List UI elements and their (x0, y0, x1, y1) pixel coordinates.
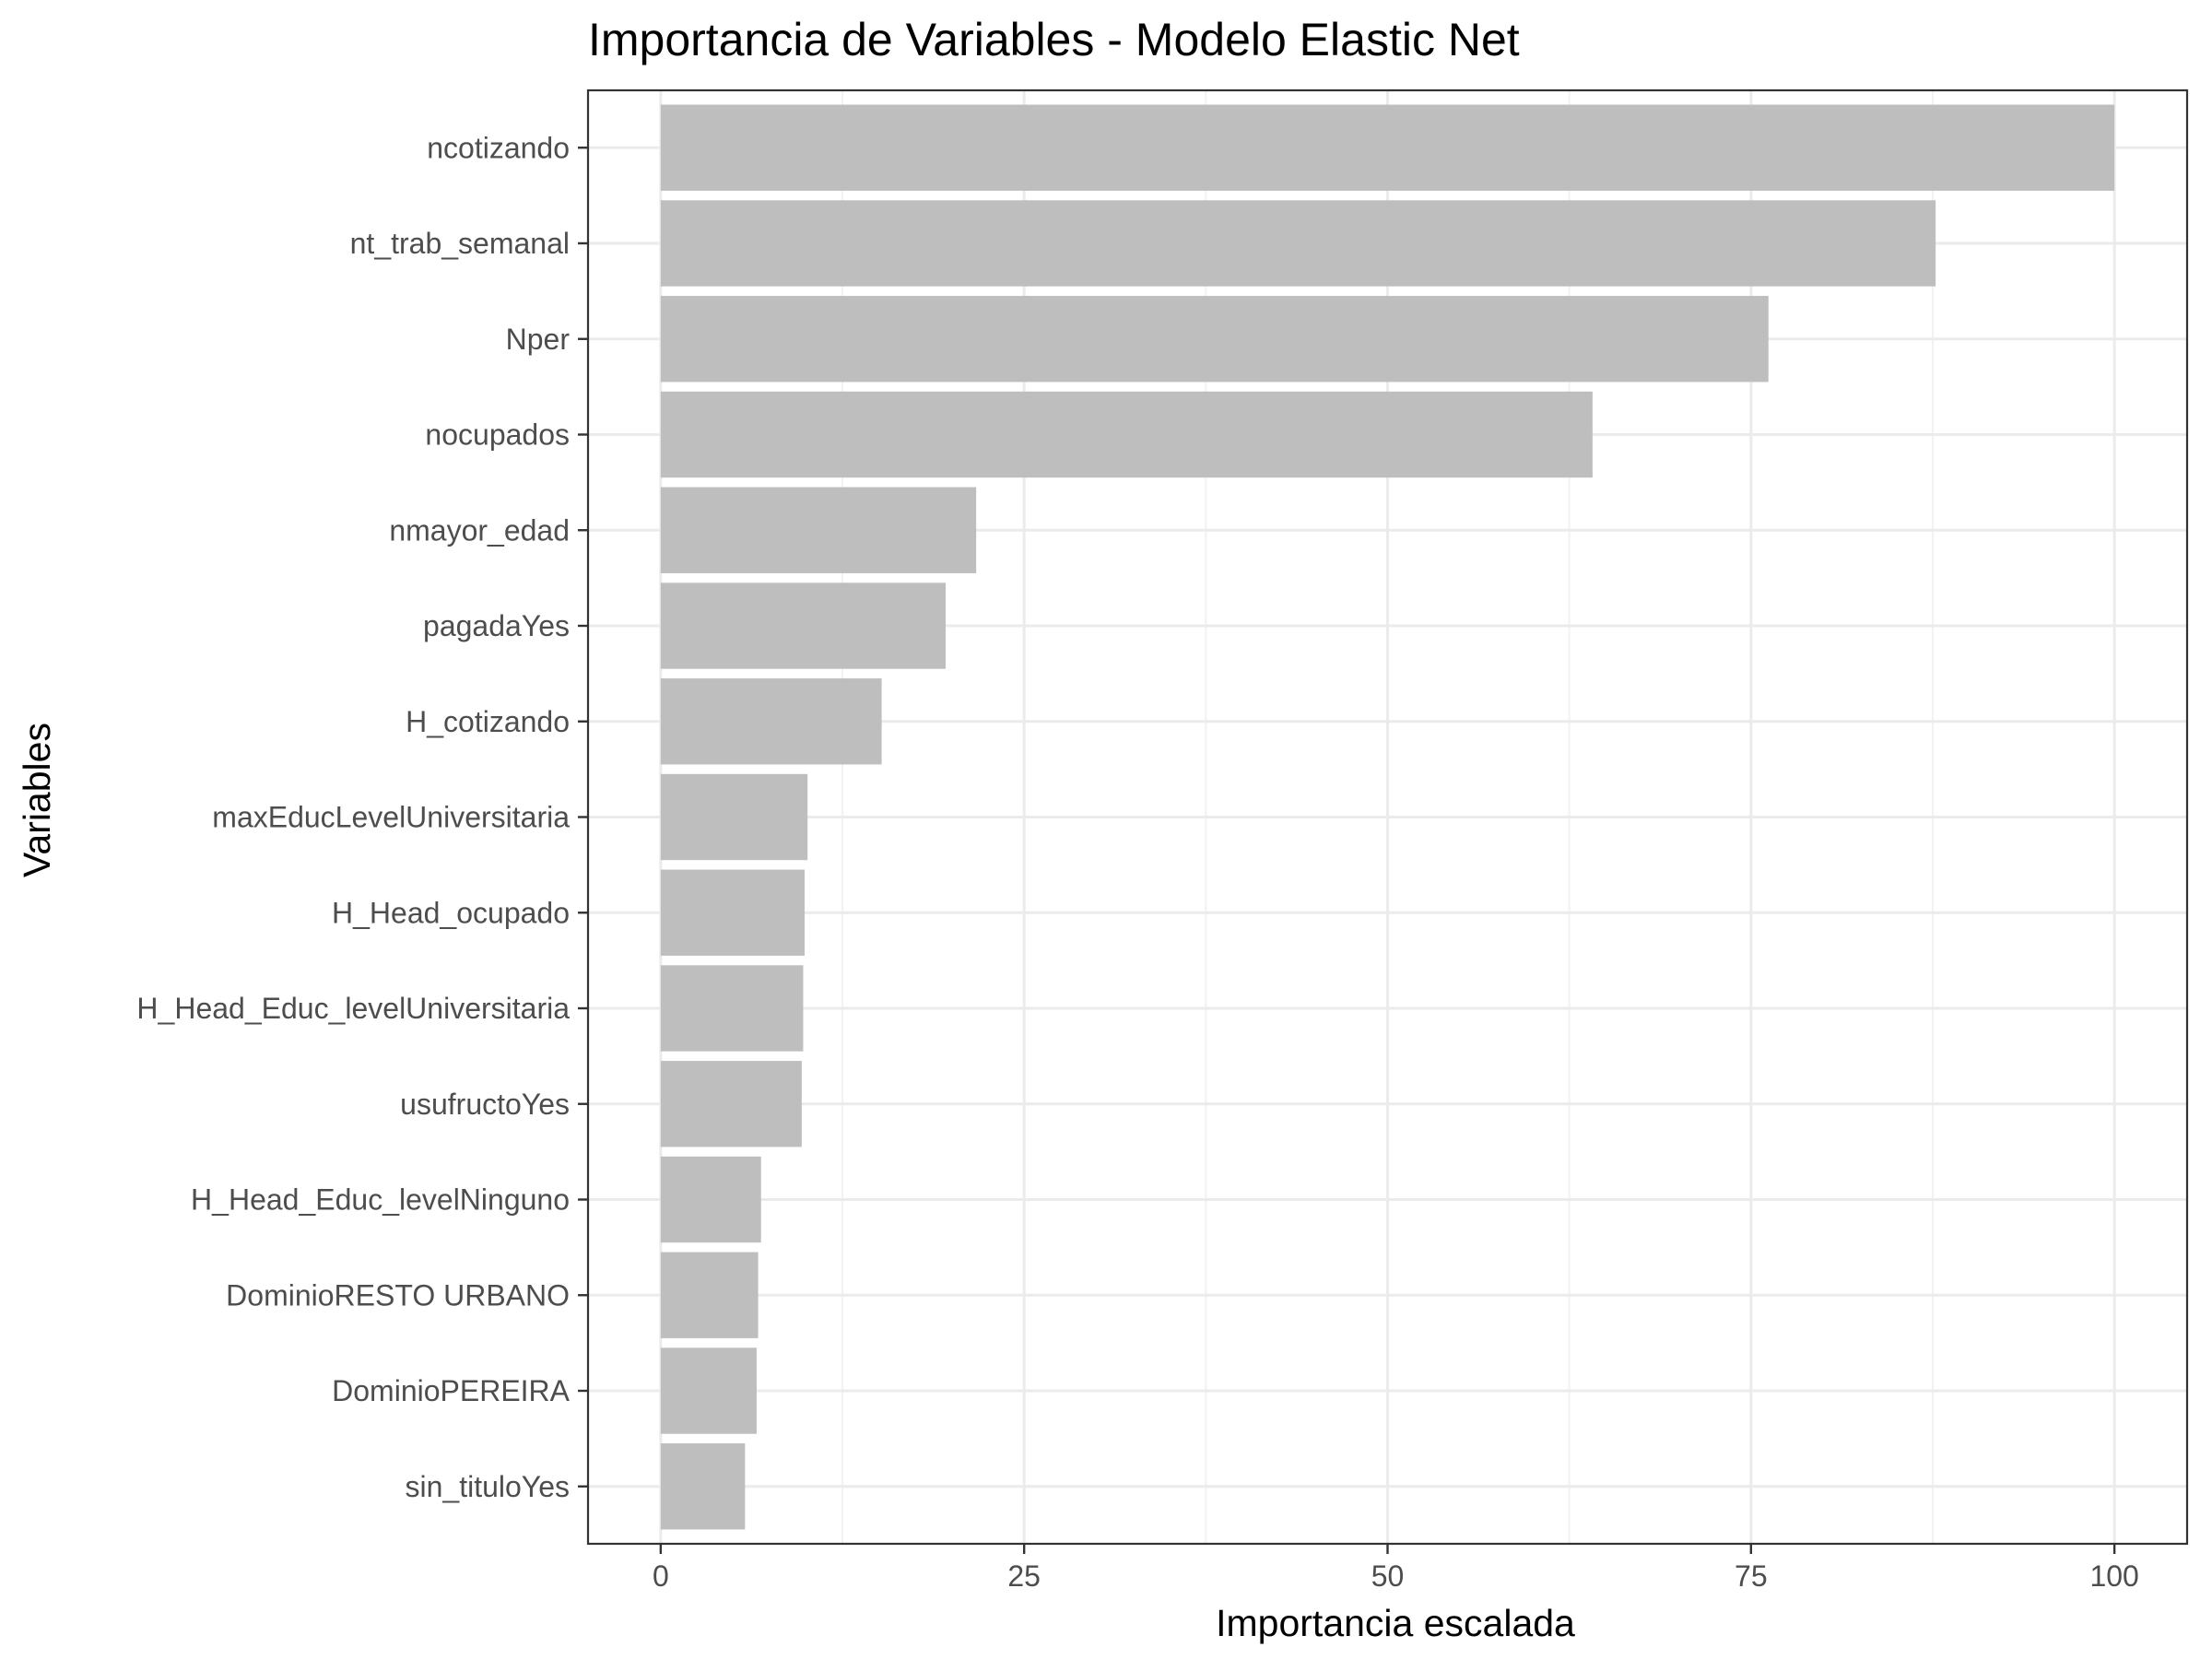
y-tick-label: ncotizando (427, 131, 570, 164)
y-tick-label: H_Head_Educ_levelUniversitaria (136, 992, 570, 1025)
y-axis: ncotizando nt_trab_semanal Nper nocupados nm… (136, 131, 588, 1503)
y-axis-title: Variables (16, 723, 58, 877)
bar (660, 200, 1936, 287)
x-tick-label: 75 (1735, 1559, 1768, 1593)
bars (660, 104, 2115, 1530)
y-tick-label: pagadaYes (423, 609, 570, 642)
y-tick-label: nmayor_edad (389, 513, 570, 547)
bar (660, 1061, 802, 1147)
bar (660, 869, 806, 956)
y-tick-label: DominioRESTO URBANO (226, 1278, 570, 1312)
bar (660, 1347, 757, 1434)
bar (660, 487, 977, 573)
y-tick-label: H_Head_Educ_levelNinguno (191, 1183, 570, 1217)
y-tick-label: nt_trab_semanal (350, 227, 570, 260)
y-tick-label: H_cotizando (406, 705, 570, 738)
x-tick-label: 25 (1007, 1559, 1041, 1593)
y-tick-label: nocupados (425, 418, 570, 452)
x-tick-label: 50 (1371, 1559, 1405, 1593)
x-tick-label: 0 (653, 1559, 669, 1593)
y-tick-label: usufructoYes (400, 1088, 570, 1121)
x-axis: 0 25 50 75 100 (653, 1544, 2139, 1593)
bar (660, 296, 1769, 382)
x-axis-title: Importancia escalada (1216, 1602, 1575, 1644)
bar (660, 678, 882, 765)
bar (660, 104, 2115, 191)
bar (660, 1443, 746, 1530)
y-tick-label: H_Head_ocupado (332, 896, 570, 929)
chart-title: Importancia de Variables - Modelo Elasti… (588, 14, 1520, 65)
y-tick-label: Nper (506, 323, 571, 356)
bar (660, 391, 1593, 478)
y-tick-label: DominioPEREIRA (332, 1374, 571, 1407)
bar (660, 1252, 759, 1338)
bar (660, 582, 947, 669)
y-tick-label: sin_tituloYes (406, 1470, 571, 1503)
y-tick-label: maxEducLevelUniversitaria (212, 801, 570, 834)
bar (660, 965, 804, 1052)
bar (660, 1156, 761, 1243)
x-tick-label: 100 (2089, 1559, 2138, 1593)
bar (660, 773, 808, 861)
